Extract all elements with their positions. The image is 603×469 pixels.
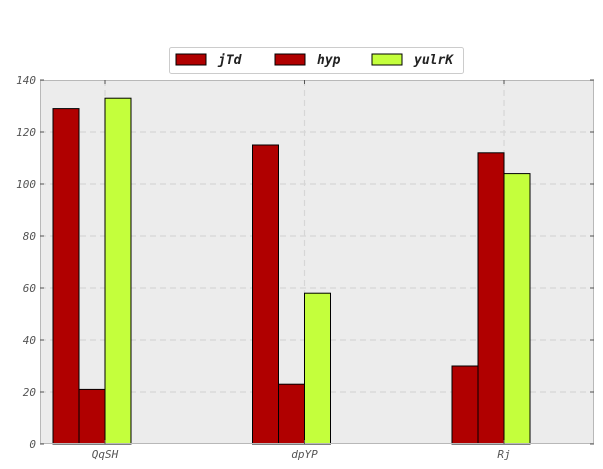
y-tick-label: 60 <box>23 282 37 295</box>
x-axis-ticks: QqSH dpYP Rj <box>92 80 511 461</box>
legend-label-jTd: jTd <box>217 53 243 68</box>
legend-swatch-jTd <box>175 53 207 66</box>
y-tick-label: 140 <box>16 74 36 87</box>
y-tick-label: 80 <box>23 230 37 243</box>
y-axis-ticks: 0 20 40 60 80 100 120 140 <box>16 74 594 451</box>
y-tick-label: 0 <box>29 438 36 451</box>
legend-label-yulrK: yulrK <box>413 53 454 68</box>
legend: jTd hyp yulrK <box>169 47 464 74</box>
bar-hyp-QqSH <box>78 388 106 445</box>
y-tick-label: 40 <box>23 334 37 347</box>
legend-label-hyp: hyp <box>317 53 341 68</box>
bar-jTd-Rj <box>451 365 479 445</box>
legend-swatch-yulrK <box>371 53 403 66</box>
plot-frame <box>40 80 594 444</box>
bar-jTd-QqSH <box>52 108 80 445</box>
bar-jTd-dpYP <box>252 144 279 445</box>
bar-hyp-Rj <box>477 152 505 445</box>
y-tick-label: 100 <box>16 178 36 191</box>
y-tick-label: 20 <box>23 386 37 399</box>
x-tick-label: Rj <box>497 448 510 461</box>
bar-hyp-dpYP <box>278 383 305 445</box>
y-tick-label: 120 <box>16 126 36 139</box>
bar-yulrK-Rj <box>503 173 531 445</box>
legend-swatch-hyp <box>274 53 306 66</box>
x-tick-label: QqSH <box>92 448 119 461</box>
x-tick-label: dpYP <box>291 448 318 461</box>
bar-yulrK-dpYP <box>304 292 331 445</box>
bar-yulrK-QqSH <box>104 97 132 445</box>
